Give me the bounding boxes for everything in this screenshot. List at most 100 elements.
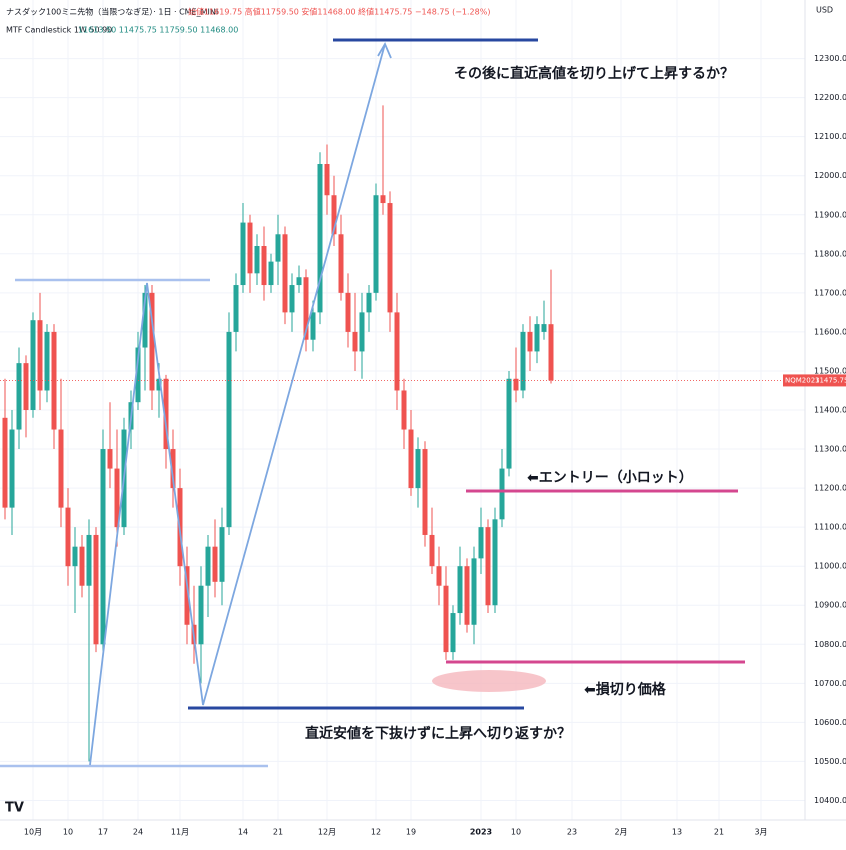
candle-body: [499, 468, 505, 520]
candle-body: [23, 363, 29, 410]
candle-body: [233, 285, 239, 332]
candle-body: [331, 195, 337, 235]
currency: USD: [816, 6, 833, 15]
candle-body: [170, 449, 176, 489]
candle-body: [198, 585, 204, 645]
candle-body: [520, 331, 526, 391]
y-tick-label: 11100.00: [814, 523, 846, 532]
x-tick-label: 21: [273, 828, 283, 837]
candle-body: [380, 195, 386, 204]
y-tick-label: 11700.00: [814, 288, 846, 297]
drawings: [0, 38, 745, 768]
ohlc-header: 始値11619.75 高値11759.50 安値11468.00 終値11475…: [188, 7, 490, 17]
annotation: ⬅エントリー（小ロット）: [527, 470, 693, 486]
candle-body: [254, 246, 260, 274]
y-tick-label: 10400.00: [814, 796, 846, 805]
arrow-head: [377, 42, 392, 59]
candle-body: [457, 566, 463, 614]
candle-body: [86, 534, 92, 586]
candle-body: [366, 292, 372, 313]
candle-body: [275, 234, 281, 262]
indicator-values: 11613.50 11475.75 11759.50 11468.00: [78, 26, 238, 35]
candle-body: [79, 546, 85, 586]
x-tick-label: 23: [567, 828, 577, 837]
indicator-label: MTF Candlestick 1W 50 90: [6, 26, 112, 35]
candle-body: [443, 585, 449, 653]
candle-body: [310, 312, 316, 340]
candle-body: [408, 429, 414, 489]
annotation: 直近安値を下抜けずに上昇へ切り返すか？: [305, 725, 571, 742]
candle-body: [373, 195, 379, 293]
x-tick-label: 21: [714, 828, 724, 837]
candle-body: [247, 222, 253, 274]
candle-body: [16, 363, 22, 430]
y-tick-label: 11400.00: [814, 406, 846, 415]
candle-body: [541, 324, 547, 332]
candle-body: [240, 222, 246, 286]
candle-body: [2, 417, 8, 508]
price-tag-value: 11475.75: [815, 376, 846, 384]
candle-body: [485, 527, 491, 606]
candle-body: [394, 312, 400, 391]
candle-body: [534, 324, 540, 352]
candle-body: [184, 566, 190, 625]
x-tick-label: 3月: [754, 828, 767, 837]
candle-body: [65, 507, 71, 567]
y-tick-label: 10900.00: [814, 601, 846, 610]
candle-body: [226, 331, 232, 528]
candle-body: [450, 613, 456, 653]
price-axis: [805, 0, 846, 846]
axes: 10400.00 10500.00 10600.00 10700.00 10800.00…: [24, 54, 846, 837]
candle-body: [261, 246, 267, 286]
x-tick-label: 11月: [171, 828, 189, 837]
y-tick-label: 10500.00: [814, 757, 846, 766]
candle-body: [359, 312, 365, 352]
candle-body: [387, 203, 393, 313]
y-tick-label: 11000.00: [814, 562, 846, 571]
candle-body: [324, 164, 330, 196]
y-tick-label: 11200.00: [814, 484, 846, 493]
zigzag: [89, 43, 386, 766]
candle-body: [492, 519, 498, 606]
logo: TV: [5, 801, 24, 816]
candle-body: [401, 390, 407, 430]
y-tick-label: 12300.00: [814, 54, 846, 63]
candle-body: [527, 331, 533, 352]
x-tick-label: 13: [672, 828, 682, 837]
candle-body: [135, 347, 141, 403]
candle-body: [156, 378, 162, 391]
y-tick-label: 10600.00: [814, 718, 846, 727]
candle-body: [100, 449, 106, 645]
candle-body: [114, 468, 120, 528]
x-tick-label: 19: [406, 828, 416, 837]
annotation: ⬅損切り価格: [584, 681, 667, 698]
candle-body: [72, 546, 78, 567]
candle-body: [478, 527, 484, 559]
candle-body: [415, 449, 421, 489]
candle-body: [296, 277, 302, 286]
candle-body: [142, 292, 148, 348]
candle-body: [282, 234, 288, 313]
x-tick-label: 14: [238, 828, 248, 837]
candle-body: [436, 566, 442, 586]
x-tick-label: 10月: [24, 828, 42, 837]
x-tick-label: 10: [63, 828, 73, 837]
candle-body: [352, 331, 358, 352]
y-tick-label: 12200.00: [814, 93, 846, 102]
candle-body: [37, 320, 43, 391]
y-tick-label: 12100.00: [814, 132, 846, 141]
price-tag: [783, 374, 846, 387]
candle-body: [30, 320, 36, 410]
candle-body: [422, 449, 428, 535]
candle-body: [93, 534, 99, 645]
x-tick-label: 10: [511, 828, 521, 837]
y-tick-label: 11600.00: [814, 327, 846, 336]
candle-body: [163, 378, 169, 450]
candle-body: [338, 234, 344, 293]
candle-body: [107, 449, 113, 469]
x-tick-label: 12月: [318, 828, 336, 837]
highlight: [432, 670, 546, 692]
candle-body: [212, 546, 218, 582]
